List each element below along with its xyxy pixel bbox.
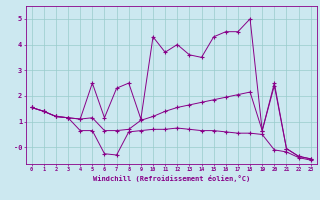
X-axis label: Windchill (Refroidissement éolien,°C): Windchill (Refroidissement éolien,°C) — [92, 175, 250, 182]
